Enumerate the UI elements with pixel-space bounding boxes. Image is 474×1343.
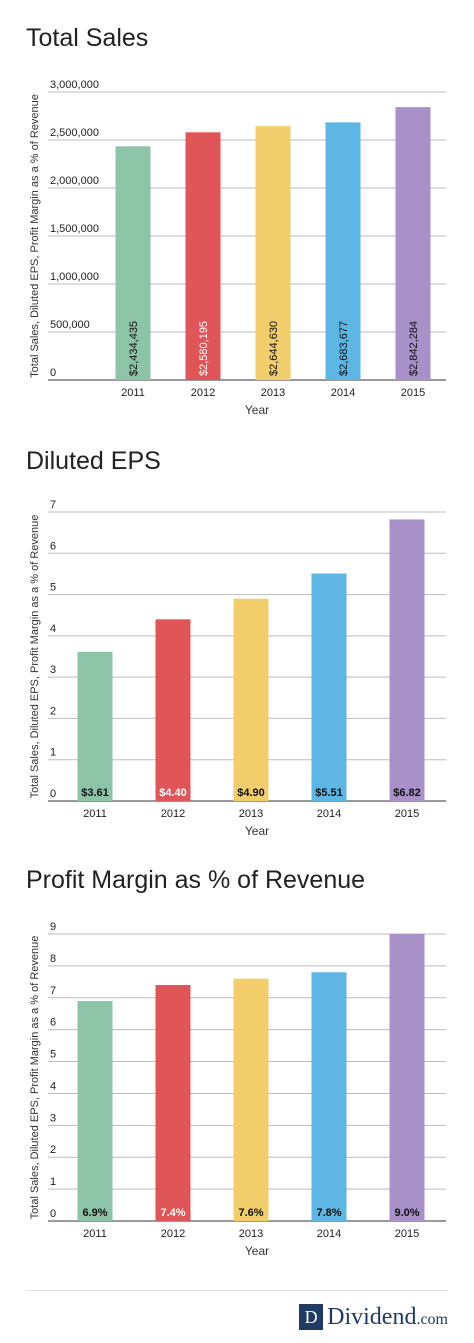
y-axis-label: Total Sales, Diluted EPS, Profit Margin … bbox=[29, 94, 41, 378]
y-tick-label: 2 bbox=[50, 1144, 56, 1156]
y-tick-label: 1 bbox=[50, 1176, 56, 1188]
y-tick-label: 500,000 bbox=[50, 319, 90, 331]
x-axis-label: Year bbox=[245, 824, 269, 838]
data-label: $4.40 bbox=[159, 787, 187, 799]
x-tick-label: 2014 bbox=[331, 387, 355, 399]
bar-2012 bbox=[155, 619, 191, 801]
data-label: $2,434,435 bbox=[128, 321, 140, 376]
bar-2011 bbox=[77, 1000, 113, 1221]
data-label: $2,683,677 bbox=[338, 321, 350, 376]
x-tick-label: 2011 bbox=[121, 387, 145, 399]
x-tick-label: 2014 bbox=[317, 1228, 341, 1240]
x-tick-label: 2012 bbox=[161, 1228, 185, 1240]
y-tick-label: 0 bbox=[50, 367, 56, 379]
x-tick-label: 2013 bbox=[239, 1228, 263, 1240]
data-label: $5.51 bbox=[315, 787, 343, 799]
y-tick-label: 3 bbox=[50, 1112, 56, 1124]
y-tick-label: 1,000,000 bbox=[50, 271, 99, 283]
y-tick-label: 6 bbox=[50, 1017, 56, 1029]
chart-title-diluted-eps: Diluted EPS bbox=[26, 447, 161, 475]
diluted-eps-chart: 0 1 2 3 4 5 6 7 $3.61 2011 $4.40 2012 $4.90 2013 $5.51… bbox=[29, 499, 446, 838]
data-label: $2,644,630 bbox=[268, 321, 280, 376]
y-tick-label: 0 bbox=[50, 1208, 56, 1220]
bar-2015 bbox=[389, 934, 425, 1221]
y-tick-label: 1 bbox=[50, 747, 56, 759]
y-tick-label: 2 bbox=[50, 705, 56, 717]
chart-title-profit-margin: Profit Margin as % of Revenue bbox=[26, 866, 366, 894]
data-label: 7.8% bbox=[316, 1207, 341, 1219]
data-label: 6.9% bbox=[82, 1207, 107, 1219]
y-tick-label: 1,500,000 bbox=[50, 223, 99, 235]
dividend-logo[interactable]: D Dividend .com bbox=[299, 1304, 448, 1330]
x-tick-label: 2014 bbox=[317, 808, 341, 820]
data-label: 7.4% bbox=[160, 1207, 185, 1219]
y-tick-label: 0 bbox=[50, 788, 56, 800]
y-tick-label: 4 bbox=[50, 1080, 56, 1092]
logo-mark-icon: D bbox=[299, 1304, 324, 1330]
data-label: $2,842,284 bbox=[408, 321, 420, 376]
x-tick-label: 2011 bbox=[83, 808, 107, 820]
data-label: $4.90 bbox=[237, 787, 265, 799]
y-tick-label: 5 bbox=[50, 1049, 56, 1061]
y-tick-label: 6 bbox=[50, 540, 56, 552]
data-label: $2,580,195 bbox=[198, 321, 210, 376]
x-tick-label: 2013 bbox=[239, 808, 263, 820]
total-sales-chart: 0 500,000 1,000,000 1,500,000 2,000,000 2,500… bbox=[29, 79, 446, 417]
bar-2014 bbox=[311, 573, 347, 801]
bar-2013 bbox=[255, 126, 291, 381]
y-tick-label: 9 bbox=[50, 921, 56, 933]
x-tick-label: 2015 bbox=[395, 808, 419, 820]
bar-2012 bbox=[185, 132, 221, 380]
data-label: 7.6% bbox=[238, 1207, 263, 1219]
profit-margin-chart: 0 1 2 3 4 5 6 7 8 9 6.9% 2011 7.4% 2012 7.6% 2013 7.8% 20… bbox=[29, 921, 446, 1258]
x-tick-label: 2015 bbox=[401, 387, 425, 399]
x-tick-label: 2011 bbox=[83, 1228, 107, 1240]
y-tick-label: 3 bbox=[50, 664, 56, 676]
bar-2013 bbox=[233, 598, 269, 801]
bar-2015 bbox=[389, 519, 425, 801]
y-tick-label: 5 bbox=[50, 582, 56, 594]
y-tick-label: 8 bbox=[50, 953, 56, 965]
chart-title-total-sales: Total Sales bbox=[26, 24, 149, 52]
bar-2014 bbox=[325, 122, 361, 380]
logo-tld: .com bbox=[416, 1310, 448, 1328]
y-tick-label: 2,500,000 bbox=[50, 127, 99, 139]
y-axis-label: Total Sales, Diluted EPS, Profit Margin … bbox=[29, 515, 41, 799]
x-tick-label: 2012 bbox=[191, 387, 215, 399]
x-axis-label: Year bbox=[245, 1244, 269, 1258]
y-tick-label: 7 bbox=[50, 985, 56, 997]
data-label: 9.0% bbox=[394, 1207, 419, 1219]
bar-2013 bbox=[233, 978, 269, 1221]
y-tick-label: 7 bbox=[50, 499, 56, 511]
footer-divider bbox=[26, 1290, 448, 1291]
bar-2011 bbox=[115, 146, 151, 380]
logo-name: Dividend bbox=[327, 1303, 417, 1330]
bar-2012 bbox=[155, 985, 191, 1221]
x-axis-label: Year bbox=[245, 403, 269, 417]
y-axis-label: Total Sales, Diluted EPS, Profit Margin … bbox=[29, 936, 41, 1220]
data-label: $3.61 bbox=[81, 787, 109, 799]
bar-2011 bbox=[77, 651, 113, 801]
data-label: $6.82 bbox=[393, 787, 421, 799]
bar-2014 bbox=[311, 972, 347, 1221]
y-tick-label: 2,000,000 bbox=[50, 175, 99, 187]
x-tick-label: 2012 bbox=[161, 808, 185, 820]
y-tick-label: 4 bbox=[50, 623, 56, 635]
bar-2015 bbox=[395, 107, 431, 380]
y-tick-label: 3,000,000 bbox=[50, 79, 99, 91]
x-tick-label: 2015 bbox=[395, 1228, 419, 1240]
x-tick-label: 2013 bbox=[261, 387, 285, 399]
